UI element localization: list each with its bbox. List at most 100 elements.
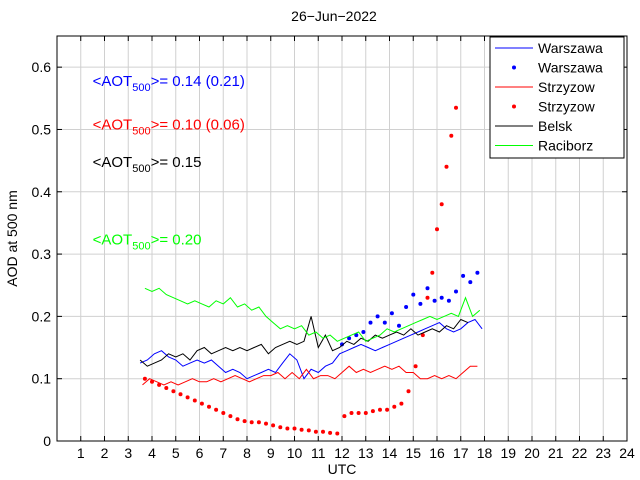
series-line	[139, 316, 469, 367]
data-point	[425, 295, 430, 300]
legend-item: Warszawa	[512, 60, 603, 76]
y-tick-label: 0.4	[32, 184, 52, 200]
x-tick-label: 18	[477, 445, 493, 461]
x-tick-label: 17	[453, 445, 469, 461]
data-point	[340, 342, 344, 347]
data-point	[361, 330, 366, 334]
y-tick-label: 0.2	[32, 308, 52, 324]
data-point	[164, 386, 169, 390]
x-tick-label: 4	[148, 445, 156, 461]
x-tick-label: 8	[243, 445, 251, 461]
legend-item: Strzyzow	[495, 79, 596, 95]
data-point	[468, 280, 473, 285]
legend: Warszawa Warszawa Strzyzow Strzyzow Belsk Rac…	[489, 36, 625, 159]
legend-item: Warszawa	[495, 40, 603, 56]
x-tick-label: 16	[429, 445, 445, 461]
data-point	[375, 314, 380, 319]
legend-label: Strzyzow	[538, 99, 596, 115]
x-tick-label: 7	[219, 445, 227, 461]
series-warszawa-line	[139, 318, 483, 380]
x-tick-label: 11	[311, 445, 326, 461]
legend-item: Belsk	[495, 118, 573, 134]
legend-box	[489, 36, 625, 159]
x-tick-label: 10	[287, 445, 303, 461]
data-point	[354, 333, 359, 338]
series-line	[142, 365, 478, 386]
x-tick-label: 24	[619, 445, 635, 461]
data-point	[249, 420, 254, 425]
data-point	[321, 429, 325, 434]
data-point	[370, 409, 375, 414]
x-tick-label: 1	[77, 445, 85, 461]
data-point	[306, 428, 311, 433]
data-point	[368, 320, 373, 325]
data-point	[292, 426, 297, 431]
x-axis-label: UTC	[328, 461, 357, 477]
data-point	[435, 227, 439, 232]
y-tick-label: 0.6	[32, 59, 52, 75]
data-point	[335, 431, 340, 436]
x-tick-label: 23	[595, 445, 611, 461]
data-point	[347, 336, 352, 341]
data-point	[207, 404, 211, 409]
data-point	[157, 382, 162, 387]
data-point	[392, 404, 397, 409]
data-point	[432, 298, 437, 303]
data-point	[378, 407, 382, 412]
data-point	[192, 398, 197, 403]
tick-layer: 1 2 3 4 5 6 7 8 9 10 11 12 13 14 15 16 17 18 19 20 21 22 23 240…	[32, 36, 635, 461]
data-point	[214, 407, 219, 412]
data-point	[430, 270, 435, 275]
data-point	[404, 305, 409, 309]
data-point	[278, 425, 283, 430]
data-point	[439, 295, 444, 300]
series-strzyzow-dots	[142, 105, 458, 436]
x-tick-label: 19	[500, 445, 516, 461]
data-point	[185, 395, 190, 400]
data-point	[142, 376, 147, 381]
grid	[57, 36, 628, 442]
x-tick-label: 20	[524, 445, 540, 461]
data-point	[171, 389, 176, 394]
x-tick-label: 14	[382, 445, 398, 461]
data-point	[449, 133, 454, 138]
data-point	[411, 292, 416, 297]
data-point	[406, 389, 411, 394]
data-point	[178, 392, 183, 397]
aot-annotation: <AOT500>= 0.15	[93, 154, 202, 175]
series-line	[144, 287, 481, 342]
legend-swatch-dot	[512, 104, 516, 109]
data-point	[439, 202, 444, 207]
data-point	[235, 417, 240, 422]
series-belsk-line	[139, 316, 469, 367]
legend-label: Warszawa	[538, 40, 603, 56]
data-point	[150, 379, 154, 384]
series-warszawa-dots	[340, 270, 480, 347]
data-point	[397, 323, 401, 328]
x-tick-label: 3	[124, 445, 132, 461]
data-point	[242, 419, 247, 424]
data-point	[349, 411, 354, 415]
x-tick-label: 6	[196, 445, 204, 461]
legend-label: Warszawa	[538, 60, 603, 76]
data-point	[454, 105, 458, 110]
legend-item: Strzyzow	[512, 99, 596, 115]
series-line	[139, 318, 483, 380]
y-tick-label: 0.1	[32, 371, 52, 387]
data-point	[342, 414, 347, 419]
data-point	[356, 411, 361, 415]
data-point	[271, 423, 276, 428]
legend-item: Raciborz	[495, 138, 593, 154]
data-point	[385, 407, 390, 412]
data-point	[256, 420, 261, 425]
series-strzyzow-line	[142, 365, 478, 386]
y-tick-label: 0.5	[32, 121, 52, 137]
data-point	[382, 320, 387, 325]
y-tick-label: 0.3	[32, 246, 52, 262]
data-point	[221, 411, 226, 415]
data-point	[313, 429, 318, 434]
legend-label: Raciborz	[538, 138, 593, 154]
data-point	[418, 301, 423, 306]
x-tick-label: 21	[548, 445, 564, 461]
